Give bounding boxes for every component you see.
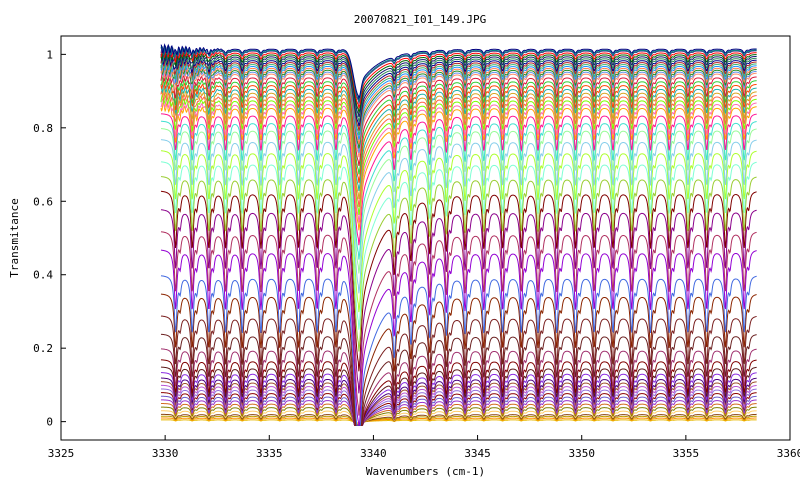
series-line xyxy=(160,58,757,136)
series-line xyxy=(160,90,757,208)
series-line xyxy=(160,410,757,426)
plot-frame xyxy=(60,35,791,441)
series-line xyxy=(160,231,757,416)
y-axis: 0 0.2 0.4 0.6 0.8 1 xyxy=(33,48,66,429)
y-tick-label: 0.2 xyxy=(33,342,53,355)
series-line xyxy=(160,62,757,145)
series-line xyxy=(160,333,757,426)
series-line xyxy=(160,120,757,260)
y-axis-label: Transmitance xyxy=(8,198,21,277)
series-line xyxy=(160,139,757,294)
y-tick-label: 1 xyxy=(46,48,53,61)
series-line xyxy=(160,86,757,200)
series-line xyxy=(160,51,757,118)
series-line xyxy=(160,94,757,216)
series-line xyxy=(160,60,757,140)
series-line xyxy=(160,44,757,103)
series-line xyxy=(160,413,757,426)
x-tick-label: 3360 xyxy=(777,447,800,460)
x-axis-label: Wavenumbers (cm-1) xyxy=(366,465,485,478)
x-tick-label: 3325 xyxy=(48,447,75,460)
series-line xyxy=(160,43,757,100)
series-line xyxy=(160,366,757,426)
series-line xyxy=(160,190,757,372)
x-tick-label: 3340 xyxy=(360,447,387,460)
series-line xyxy=(160,293,757,426)
series-line xyxy=(160,419,757,424)
series-line xyxy=(160,52,757,122)
series-line xyxy=(160,150,757,313)
y-tick-label: 0.4 xyxy=(33,269,53,282)
series-line xyxy=(160,128,757,274)
series-line xyxy=(160,415,757,426)
x-tick-label: 3350 xyxy=(568,447,595,460)
series-line xyxy=(160,82,757,192)
series-line xyxy=(160,55,757,131)
series-line xyxy=(160,78,757,183)
x-tick-label: 3335 xyxy=(256,447,283,460)
y-tick-label: 0.8 xyxy=(33,122,53,135)
series-line xyxy=(160,70,757,166)
series-line xyxy=(160,209,757,394)
y-tick-label: 0 xyxy=(46,416,53,429)
series-line xyxy=(160,74,757,175)
series-line xyxy=(160,161,757,330)
series-line xyxy=(160,348,757,426)
series-line xyxy=(160,417,757,426)
y-tick-label: 0.6 xyxy=(33,195,53,208)
series-line xyxy=(160,45,757,105)
series-line xyxy=(160,176,757,352)
series-line xyxy=(160,249,757,426)
x-axis: 3325 3330 3335 3340 3345 3350 3355 3360 xyxy=(48,435,800,460)
series-line xyxy=(160,97,757,223)
series-line xyxy=(160,49,757,115)
series-line xyxy=(160,402,757,426)
series-line xyxy=(160,65,757,154)
series-line xyxy=(160,275,757,426)
series-layer xyxy=(160,43,757,426)
series-line xyxy=(160,315,757,426)
series-line xyxy=(160,64,757,149)
series-line xyxy=(160,101,757,231)
chart-title: 20070821_I01_149.JPG xyxy=(354,13,486,26)
series-line xyxy=(160,53,757,127)
series-line xyxy=(160,47,757,110)
series-line xyxy=(160,67,757,158)
series-line xyxy=(160,406,757,426)
x-tick-label: 3330 xyxy=(152,447,179,460)
series-line xyxy=(160,359,757,426)
series-line xyxy=(160,113,757,246)
x-tick-label: 3355 xyxy=(673,447,700,460)
x-tick-label: 3345 xyxy=(464,447,491,460)
